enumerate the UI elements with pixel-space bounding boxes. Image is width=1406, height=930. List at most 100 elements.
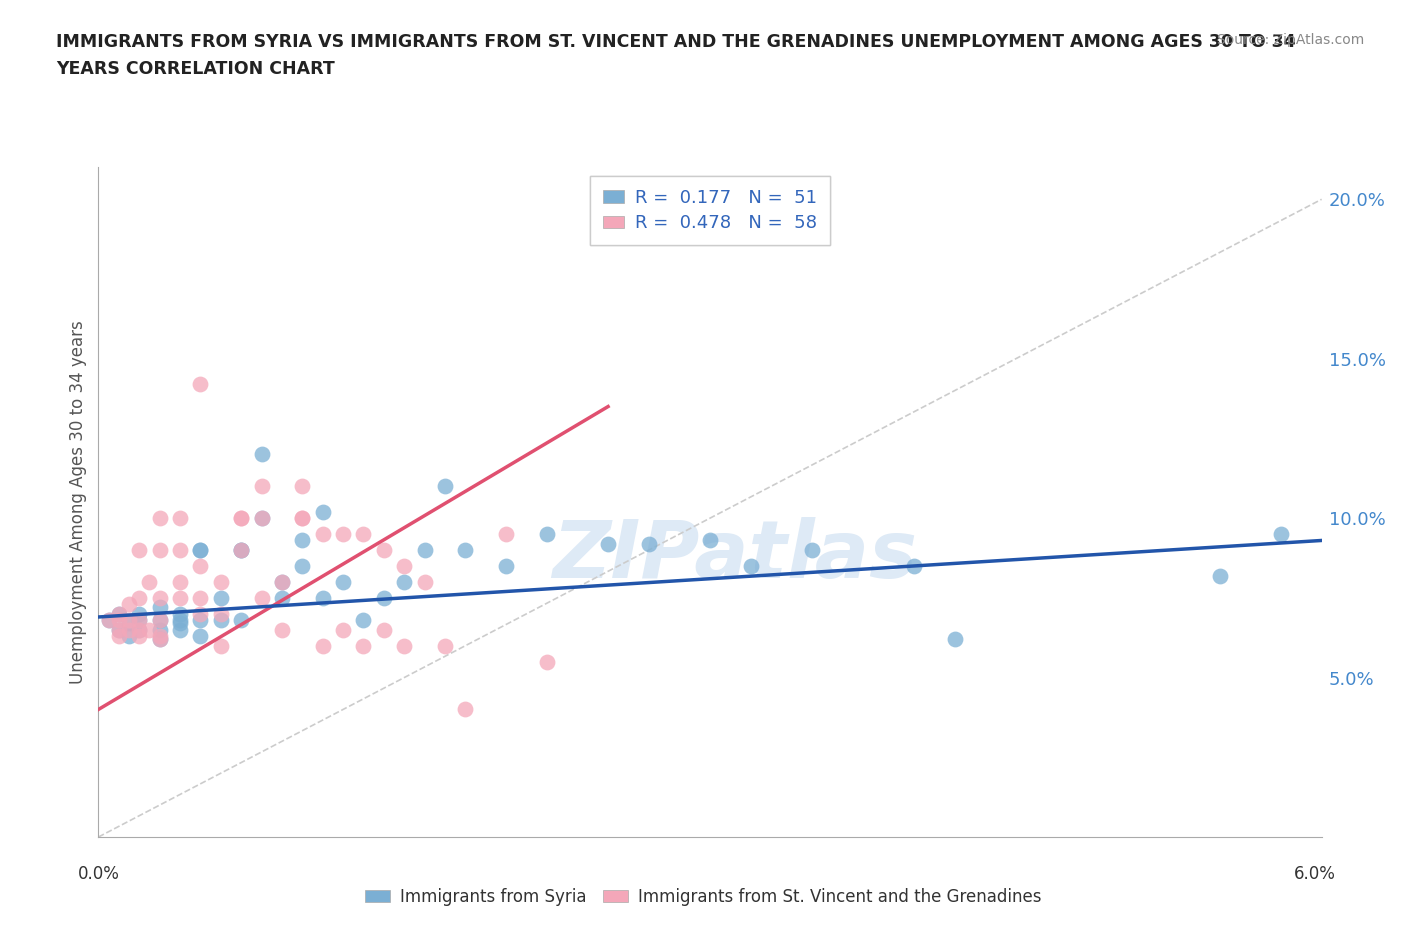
Point [373, 591, 395, 605]
Point [188, 613, 212, 628]
Point [118, 622, 141, 637]
Point [209, 591, 232, 605]
Point [454, 702, 477, 717]
Point [149, 629, 172, 644]
Point [392, 575, 416, 590]
Point [413, 575, 436, 590]
Point [801, 542, 824, 557]
Point [231, 542, 253, 557]
Legend: Immigrants from Syria, Immigrants from St. Vincent and the Grenadines: Immigrants from Syria, Immigrants from S… [359, 881, 1047, 912]
Point [188, 629, 212, 644]
Point [128, 613, 150, 628]
Point [291, 533, 314, 548]
Point [118, 597, 141, 612]
Point [188, 542, 212, 557]
Point [270, 575, 292, 590]
Point [188, 559, 212, 574]
Point [169, 575, 191, 590]
Point [169, 542, 191, 557]
Point [169, 622, 191, 637]
Point [231, 613, 253, 628]
Point [138, 622, 160, 637]
Point [108, 622, 131, 637]
Point [149, 631, 172, 646]
Point [352, 638, 374, 653]
Point [149, 542, 172, 557]
Point [373, 542, 395, 557]
Point [108, 606, 131, 621]
Point [433, 638, 456, 653]
Point [270, 622, 292, 637]
Point [291, 479, 314, 494]
Point [209, 575, 232, 590]
Point [270, 575, 292, 590]
Point [495, 559, 517, 574]
Text: 6.0%: 6.0% [1294, 865, 1336, 883]
Point [536, 526, 558, 541]
Point [108, 613, 131, 628]
Text: 0.0%: 0.0% [77, 865, 120, 883]
Point [209, 638, 232, 653]
Point [311, 638, 335, 653]
Point [392, 559, 416, 574]
Point [291, 511, 314, 525]
Point [108, 629, 131, 644]
Point [250, 447, 273, 462]
Point [231, 542, 253, 557]
Point [392, 638, 416, 653]
Point [1270, 526, 1292, 541]
Point [250, 511, 273, 525]
Point [149, 631, 172, 646]
Point [495, 526, 517, 541]
Point [169, 613, 191, 628]
Point [250, 511, 273, 525]
Point [352, 613, 374, 628]
Point [118, 616, 141, 631]
Point [332, 622, 354, 637]
Point [97, 613, 120, 628]
Point [128, 542, 150, 557]
Point [332, 526, 354, 541]
Point [311, 526, 335, 541]
Point [128, 591, 150, 605]
Point [128, 622, 150, 637]
Point [108, 622, 131, 637]
Point [433, 479, 456, 494]
Point [128, 606, 150, 621]
Point [231, 511, 253, 525]
Text: IMMIGRANTS FROM SYRIA VS IMMIGRANTS FROM ST. VINCENT AND THE GRENADINES UNEMPLOY: IMMIGRANTS FROM SYRIA VS IMMIGRANTS FROM… [56, 33, 1296, 50]
Point [352, 526, 374, 541]
Point [169, 606, 191, 621]
Point [149, 613, 172, 628]
Text: Source: ZipAtlas.com: Source: ZipAtlas.com [1216, 33, 1364, 46]
Point [231, 511, 253, 525]
Point [454, 542, 477, 557]
Point [637, 537, 661, 551]
Point [169, 616, 191, 631]
Point [250, 591, 273, 605]
Legend: R =  0.177   N =  51, R =  0.478   N =  58: R = 0.177 N = 51, R = 0.478 N = 58 [591, 177, 830, 245]
Point [188, 606, 212, 621]
Point [291, 511, 314, 525]
Point [149, 600, 172, 615]
Point [128, 629, 150, 644]
Point [270, 591, 292, 605]
Point [311, 591, 335, 605]
Point [149, 622, 172, 637]
Point [118, 629, 141, 644]
Point [536, 654, 558, 669]
Y-axis label: Unemployment Among Ages 30 to 34 years: Unemployment Among Ages 30 to 34 years [69, 320, 87, 684]
Point [188, 542, 212, 557]
Point [250, 479, 273, 494]
Point [138, 575, 160, 590]
Point [128, 622, 150, 637]
Point [943, 631, 966, 646]
Point [97, 613, 120, 628]
Point [169, 511, 191, 525]
Point [188, 377, 212, 392]
Point [118, 613, 141, 628]
Point [209, 613, 232, 628]
Point [413, 542, 436, 557]
Point [332, 575, 354, 590]
Point [209, 606, 232, 621]
